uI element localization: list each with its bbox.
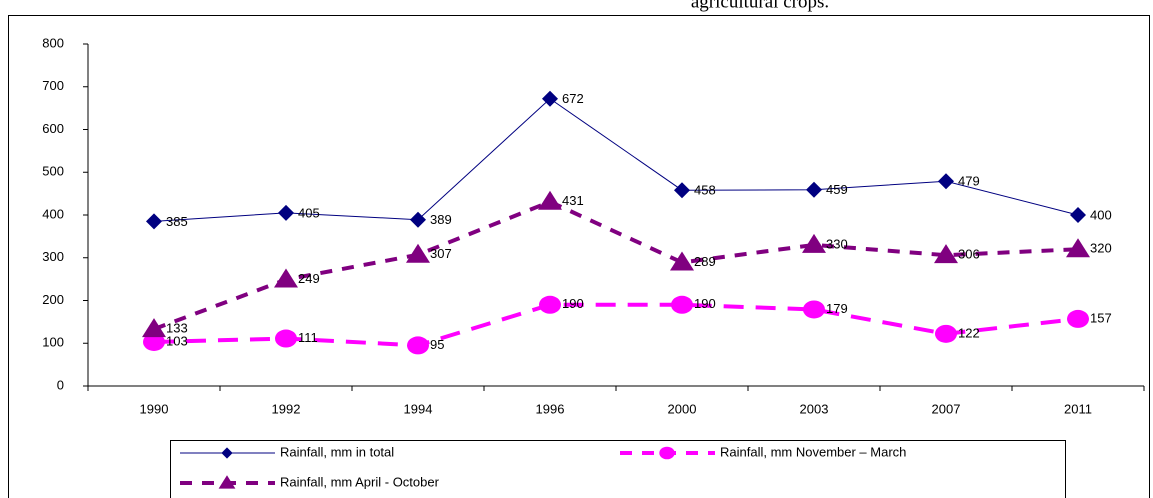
- data-point: [935, 324, 957, 343]
- y-tick-label: 600: [42, 121, 64, 136]
- data-point: [1067, 309, 1089, 328]
- data-label: 459: [826, 182, 848, 197]
- series-line: [153, 98, 1079, 222]
- y-tick-label: 0: [57, 377, 64, 392]
- data-label: 289: [694, 254, 716, 269]
- data-label: 249: [298, 271, 320, 286]
- y-tick-label: 700: [42, 78, 64, 93]
- data-point: [542, 90, 558, 107]
- data-label: 431: [562, 193, 584, 208]
- chart-title: agricultural crops.: [691, 0, 829, 12]
- data-point: [938, 173, 954, 190]
- data-point: [1066, 238, 1090, 258]
- data-point: [410, 211, 426, 228]
- data-label: 400: [1090, 207, 1112, 222]
- data-label: 307: [430, 246, 452, 261]
- legend-label: Rainfall, mm November – March: [720, 444, 906, 459]
- data-label: 330: [826, 236, 848, 251]
- x-tick-label: 2011: [1064, 401, 1092, 416]
- legend-marker: [221, 447, 233, 459]
- data-point: [275, 329, 297, 348]
- legend-marker: [218, 475, 236, 489]
- data-point: [278, 204, 294, 221]
- y-tick-label: 200: [42, 292, 64, 307]
- legend-marker: [659, 446, 675, 460]
- data-point: [1070, 207, 1086, 223]
- data-label: 385: [166, 214, 188, 229]
- data-point: [671, 295, 693, 314]
- legend-box: [170, 440, 1066, 498]
- data-point: [806, 181, 822, 198]
- data-point: [934, 244, 958, 264]
- y-tick-label: 500: [42, 164, 64, 179]
- x-tick-label: 2000: [668, 401, 697, 416]
- x-tick-label: 1990: [140, 401, 169, 416]
- data-label: 190: [694, 296, 716, 311]
- legend-label: Rainfall, mm in total: [280, 444, 394, 459]
- data-label: 479: [958, 174, 980, 189]
- data-label: 133: [166, 321, 188, 336]
- x-tick-label: 1992: [272, 401, 301, 416]
- legend-label: Rainfall, mm April - October: [280, 474, 440, 489]
- data-label: 458: [694, 183, 716, 198]
- data-label: 95: [430, 337, 444, 352]
- data-point: [407, 336, 429, 355]
- data-point: [670, 251, 694, 271]
- x-tick-label: 2007: [932, 401, 961, 416]
- data-point: [142, 318, 166, 338]
- data-point: [143, 332, 165, 351]
- data-point: [274, 268, 298, 288]
- series-line: [153, 199, 1079, 332]
- data-point: [539, 295, 561, 314]
- y-tick-label: 400: [42, 206, 64, 221]
- data-label: 389: [430, 212, 452, 227]
- data-label: 190: [562, 296, 584, 311]
- y-tick-label: 300: [42, 249, 64, 264]
- data-label: 306: [958, 247, 980, 262]
- data-label: 179: [826, 301, 848, 316]
- data-label: 405: [298, 205, 320, 220]
- data-label: 157: [1090, 310, 1112, 325]
- data-label: 122: [958, 325, 980, 340]
- chart-border: [8, 15, 1150, 498]
- data-point: [406, 243, 430, 263]
- x-tick-label: 1994: [404, 401, 433, 416]
- y-tick-label: 100: [42, 335, 64, 350]
- data-point: [146, 213, 162, 230]
- data-point: [674, 182, 690, 199]
- data-label: 672: [562, 91, 584, 106]
- data-label: 111: [298, 330, 318, 345]
- data-label: 320: [1090, 241, 1112, 256]
- data-point: [802, 233, 826, 253]
- data-point: [803, 300, 825, 319]
- data-label: 103: [166, 333, 188, 348]
- x-tick-label: 2003: [800, 401, 829, 416]
- data-point: [538, 190, 562, 210]
- y-tick-label: 800: [42, 35, 64, 50]
- x-tick-label: 1996: [536, 401, 565, 416]
- series-line: [153, 302, 1079, 348]
